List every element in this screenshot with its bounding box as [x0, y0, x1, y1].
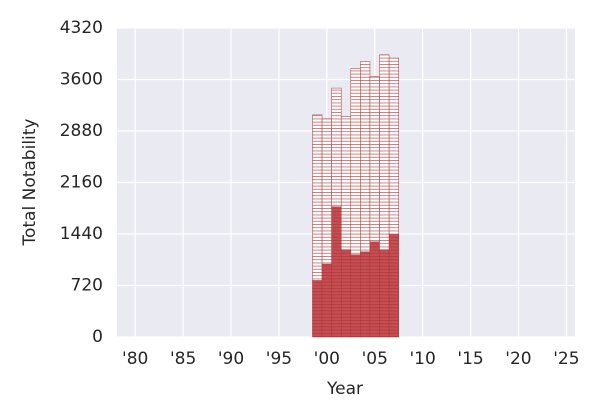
- bar-texture: [331, 88, 342, 207]
- bar-texture: [322, 264, 332, 337]
- bar-texture: [369, 76, 380, 242]
- bar-texture: [389, 58, 399, 235]
- x-tick-label: '95: [266, 349, 292, 369]
- x-tick-label: '20: [505, 349, 531, 369]
- y-tick-label: 0: [92, 327, 103, 347]
- y-tick-label: 2160: [60, 173, 103, 193]
- x-tick-label: '10: [409, 349, 435, 369]
- bar-texture: [341, 116, 351, 250]
- x-tick-label: '80: [122, 349, 148, 369]
- bar-texture: [312, 114, 323, 281]
- x-tick-label: '05: [362, 349, 388, 369]
- y-tick-label: 3600: [60, 70, 103, 90]
- bar-texture: [379, 54, 390, 250]
- y-tick-label: 1440: [60, 224, 103, 244]
- bar-texture: [331, 206, 342, 337]
- bar-texture: [312, 280, 323, 337]
- x-tick-label: '00: [314, 349, 340, 369]
- y-tick-label: 2880: [60, 121, 103, 141]
- x-tick-label: '25: [553, 349, 579, 369]
- bar-texture: [360, 251, 370, 337]
- bar-texture: [369, 241, 380, 337]
- bar-texture: [350, 68, 361, 255]
- bar-texture: [379, 249, 390, 337]
- x-axis-label: Year: [326, 379, 363, 399]
- bar-texture: [389, 234, 399, 337]
- y-tick-label: 720: [71, 276, 103, 296]
- x-tick-label: '85: [170, 349, 196, 369]
- bar-texture: [322, 118, 332, 265]
- x-tick-label: '90: [218, 349, 244, 369]
- bar-texture: [350, 254, 361, 337]
- bar-texture: [360, 61, 370, 252]
- y-axis-label: Total Notability: [20, 119, 40, 247]
- x-tick-label: '15: [457, 349, 483, 369]
- bar-texture: [341, 249, 351, 337]
- y-tick-label: 4320: [60, 18, 103, 38]
